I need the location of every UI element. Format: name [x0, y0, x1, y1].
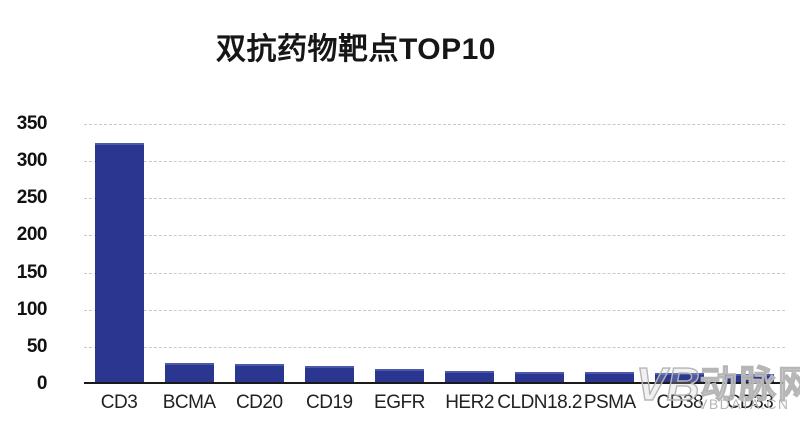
gridline-300	[84, 161, 785, 163]
x-tick-label-HER2: HER2	[445, 392, 494, 413]
bar-CD3	[94, 142, 144, 382]
y-tick-label-50: 50	[26, 335, 48, 357]
bar-HER2	[445, 370, 495, 382]
x-tick-label-EGFR: EGFR	[374, 392, 425, 413]
x-tick-label-CD3: CD3	[100, 392, 138, 413]
y-tick-label-350: 350	[16, 113, 48, 134]
bar-CD19	[304, 365, 354, 382]
x-tick-label-CD33: CD33	[726, 392, 774, 413]
gridline-200	[84, 235, 785, 237]
gridline-150	[84, 272, 785, 274]
x-tick-label-BCMA: BCMA	[162, 392, 216, 413]
gridline-100	[84, 309, 785, 311]
bar-CD20	[234, 364, 284, 382]
bar-PSMA	[585, 372, 635, 382]
y-tick-label-200: 200	[16, 224, 48, 246]
gridline-350	[84, 124, 785, 125]
bar-CD38	[655, 373, 705, 382]
y-tick-label-250: 250	[16, 187, 48, 209]
y-tick-label-150: 150	[16, 261, 48, 283]
y-tick-label-0: 0	[36, 373, 48, 394]
gridline-50	[84, 346, 785, 348]
plot-area	[84, 124, 785, 384]
x-tick-label-CD20: CD20	[235, 392, 283, 413]
bar-EGFR	[374, 368, 424, 382]
chart-title: 双抗药物靶点TOP10	[216, 33, 496, 66]
y-tick-label-300: 300	[16, 150, 48, 172]
x-tick-label-CD19: CD19	[306, 392, 353, 413]
bar-BCMA	[164, 362, 214, 382]
bar-CLDN18.2	[515, 371, 565, 382]
x-tick-label-PSMA: PSMA	[583, 392, 636, 413]
gridline-250	[84, 198, 785, 200]
x-tick-label-CLDN18.2: CLDN18.2	[497, 392, 582, 413]
bar-CD33	[725, 373, 775, 382]
x-tick-label-CD38: CD38	[656, 392, 704, 413]
y-tick-label-100: 100	[16, 298, 48, 320]
